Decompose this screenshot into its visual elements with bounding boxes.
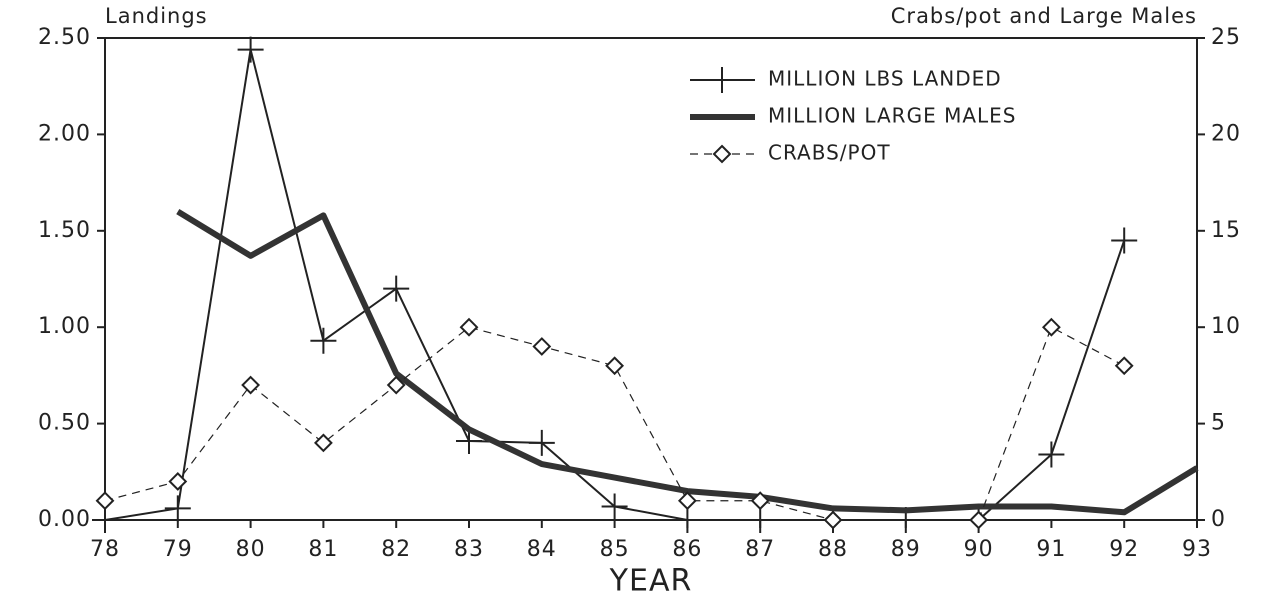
y-tick-label: 1.50: [38, 218, 91, 243]
x-tick-label: 82: [381, 537, 411, 562]
y2-tick-label: 10: [1211, 314, 1241, 339]
y-tick-label: 1.00: [38, 314, 91, 339]
x-axis-title: YEAR: [609, 564, 693, 597]
y2-tick-label: 15: [1211, 218, 1241, 243]
x-tick-label: 78: [90, 537, 120, 562]
y2-tick-label: 25: [1211, 25, 1241, 50]
y2-tick-label: 5: [1211, 411, 1226, 436]
x-tick-label: 80: [236, 537, 266, 562]
x-tick-label: 92: [1109, 537, 1139, 562]
plus-marker: [383, 275, 410, 302]
legend-marker: [709, 67, 735, 93]
diamond-marker: [386, 375, 406, 395]
x-tick-label: 86: [672, 537, 702, 562]
x-tick-label: 84: [527, 537, 557, 562]
diamond-marker: [1114, 356, 1134, 376]
series-line: [176, 208, 1199, 516]
plus-marker: [92, 507, 118, 533]
y-tick-label: 2.00: [38, 121, 91, 146]
plus-marker: [310, 327, 337, 354]
diamond-marker: [241, 375, 261, 395]
plus-marker: [528, 429, 555, 456]
x-tick-label: 85: [600, 537, 630, 562]
x-tick-label: 89: [891, 537, 921, 562]
right-axis-title: Crabs/pot and Large Males: [891, 4, 1197, 28]
y-tick-label: 2.50: [38, 25, 91, 50]
plus-marker: [674, 507, 701, 533]
diamond-marker: [969, 510, 989, 530]
y2-tick-label: 0: [1211, 507, 1226, 532]
legend-marker: [712, 144, 732, 164]
x-tick-label: 88: [818, 537, 848, 562]
plus-marker: [164, 495, 191, 522]
y-tick-label: 0.50: [38, 411, 91, 436]
x-tick-label: 87: [745, 537, 775, 562]
plus-marker: [601, 493, 628, 520]
left-axis-title: Landings: [105, 4, 208, 28]
legend-label: MILLION LBS LANDED: [768, 67, 1002, 91]
x-tick-label: 79: [163, 537, 193, 562]
series-line: [104, 326, 834, 521]
x-tick-label: 93: [1182, 537, 1212, 562]
diamond-marker: [605, 356, 625, 376]
series-line: [978, 326, 1125, 521]
diamond-marker: [313, 433, 333, 453]
plus-marker: [1038, 441, 1065, 468]
diamond-marker: [95, 491, 115, 511]
diamond-marker: [1041, 317, 1061, 337]
diamond-marker: [459, 317, 479, 337]
diamond-marker: [532, 337, 552, 356]
diamond-marker: [750, 491, 770, 511]
diamond-marker: [677, 491, 697, 511]
plus-marker: [237, 36, 264, 63]
x-tick-label: 90: [964, 537, 994, 562]
plot-frame: [104, 37, 1198, 521]
x-tick-label: 83: [454, 537, 484, 562]
plus-marker: [1111, 227, 1138, 254]
y-tick-label: 0.00: [38, 507, 91, 532]
y2-tick-label: 20: [1211, 121, 1241, 146]
plus-marker: [747, 507, 774, 533]
legend-label: MILLION LARGE MALES: [768, 104, 1016, 128]
x-tick-label: 91: [1036, 537, 1066, 562]
diamond-marker: [823, 510, 843, 530]
x-tick-label: 81: [308, 537, 338, 562]
diamond-marker: [168, 472, 188, 491]
legend-label: CRABS/POT: [768, 141, 891, 165]
